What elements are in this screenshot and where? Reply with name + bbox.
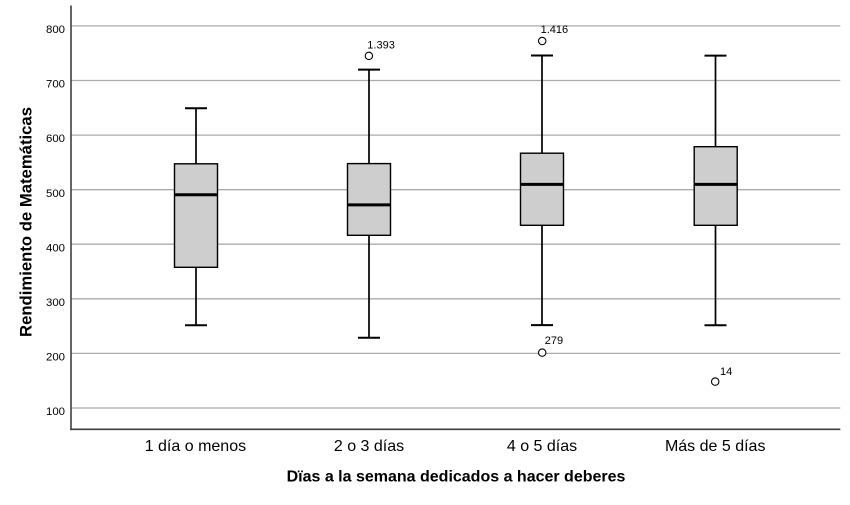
svg-text:800: 800: [46, 24, 65, 36]
svg-text:4 o 5 días: 4 o 5 días: [507, 438, 577, 455]
svg-text:1.416: 1.416: [541, 24, 569, 36]
svg-text:1 día o menos: 1 día o menos: [145, 438, 246, 455]
svg-text:500: 500: [46, 188, 65, 200]
svg-text:Rendimiento de Matemáticas: Rendimiento de Matemáticas: [17, 107, 36, 337]
svg-text:1.393: 1.393: [367, 39, 395, 51]
svg-text:400: 400: [46, 242, 65, 254]
svg-text:279: 279: [545, 335, 563, 347]
svg-text:14: 14: [720, 366, 732, 378]
svg-text:2 o 3 días: 2 o 3 días: [334, 438, 404, 455]
svg-text:200: 200: [46, 352, 65, 364]
svg-text:600: 600: [46, 133, 65, 145]
svg-text:Más de 5 días: Más de 5 días: [665, 438, 766, 455]
svg-text:Dïas a la semana dedicados a h: Dïas a la semana dedicados a hacer deber…: [287, 468, 626, 485]
svg-text:700: 700: [46, 79, 65, 91]
svg-text:300: 300: [46, 297, 65, 309]
svg-text:100: 100: [46, 406, 65, 418]
